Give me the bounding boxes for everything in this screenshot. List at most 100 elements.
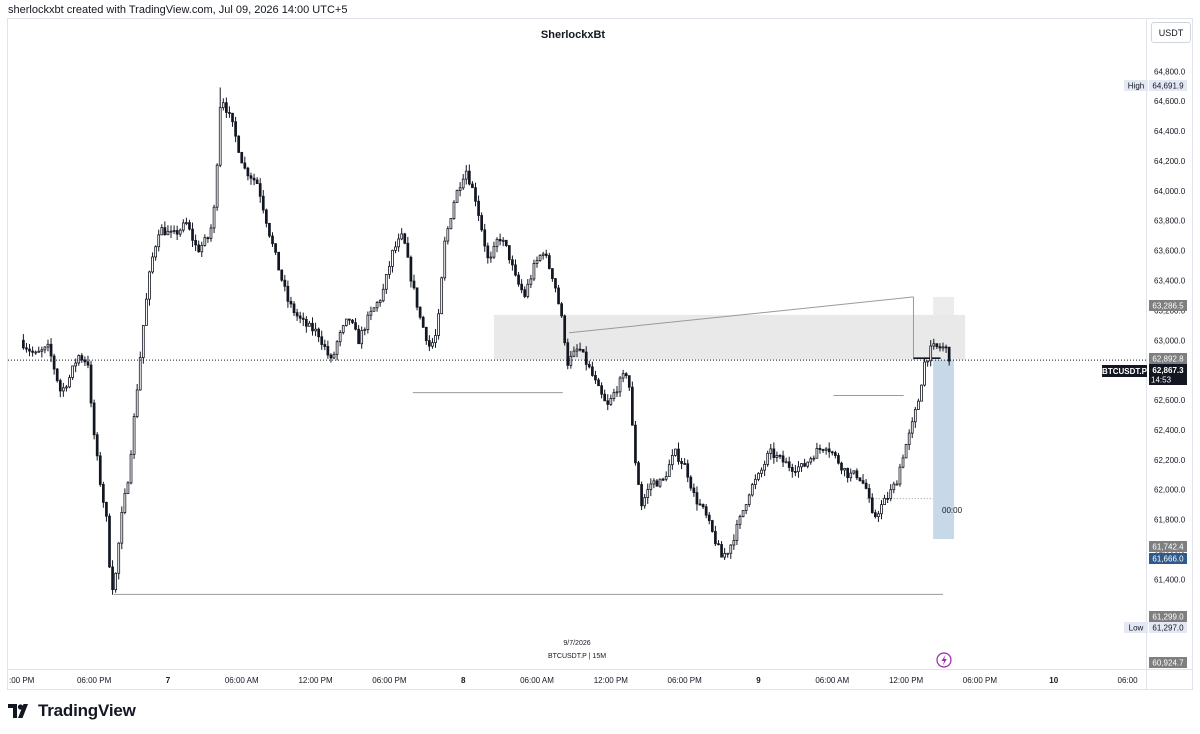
candle bbox=[258, 178, 262, 203]
candle bbox=[640, 481, 643, 511]
candle-body bbox=[89, 364, 93, 404]
candle-body bbox=[188, 222, 191, 230]
chart-title: SherlockxBt bbox=[540, 29, 606, 41]
candle bbox=[495, 237, 499, 253]
candle bbox=[723, 547, 726, 561]
candle-body bbox=[858, 477, 862, 482]
candle bbox=[634, 421, 637, 466]
candle bbox=[840, 461, 843, 475]
candle bbox=[741, 510, 745, 518]
tradingview-logo-icon bbox=[8, 704, 28, 718]
tradingview-logo[interactable]: TradingView bbox=[8, 701, 136, 721]
candle bbox=[895, 480, 899, 486]
candle bbox=[40, 346, 44, 358]
zone-0 bbox=[493, 314, 966, 360]
candle-body bbox=[686, 463, 690, 478]
candle-body bbox=[781, 455, 785, 463]
candle bbox=[234, 116, 237, 143]
candle-body bbox=[747, 494, 751, 505]
candle bbox=[474, 182, 477, 207]
candle-body bbox=[932, 343, 936, 347]
candle-body bbox=[400, 233, 404, 240]
candle bbox=[403, 232, 407, 245]
candle bbox=[923, 357, 926, 387]
candle-body bbox=[28, 348, 31, 352]
candle-body bbox=[750, 484, 754, 496]
price-tick-label: 64,000.0 bbox=[1154, 187, 1186, 196]
candle bbox=[344, 318, 348, 327]
candle-body bbox=[809, 458, 813, 463]
level-4-value: 61,666.0 bbox=[1152, 555, 1184, 564]
candle-body bbox=[787, 461, 791, 468]
candle bbox=[670, 449, 674, 470]
candle bbox=[760, 467, 763, 478]
time-tick-label: :00 PM bbox=[9, 676, 35, 685]
candle bbox=[806, 461, 810, 469]
candle bbox=[52, 353, 56, 375]
drawn-line-3 bbox=[568, 296, 914, 334]
candle bbox=[821, 448, 825, 453]
candle bbox=[200, 241, 204, 257]
lightning-bolt-icon[interactable] bbox=[936, 652, 952, 668]
candle bbox=[348, 318, 351, 325]
candle-body bbox=[206, 237, 210, 240]
candle bbox=[418, 306, 422, 320]
candle bbox=[707, 512, 711, 525]
candle bbox=[538, 254, 542, 262]
candle-body bbox=[631, 386, 634, 426]
candle bbox=[701, 503, 705, 510]
candle bbox=[631, 381, 634, 426]
candle bbox=[674, 448, 677, 457]
candle bbox=[683, 458, 687, 465]
time-tick-label: 12:00 PM bbox=[298, 676, 333, 685]
candle bbox=[449, 218, 453, 230]
candle-body bbox=[818, 447, 822, 450]
candle bbox=[754, 474, 757, 490]
candle-body bbox=[443, 240, 447, 279]
time-tick-label: 9 bbox=[756, 676, 761, 685]
candle-body bbox=[369, 310, 373, 316]
candle-body bbox=[830, 451, 834, 454]
candle-body bbox=[62, 387, 65, 392]
candle bbox=[132, 413, 136, 459]
candle bbox=[181, 219, 185, 233]
candle-body bbox=[145, 298, 148, 326]
candle-body bbox=[766, 452, 770, 465]
candle-body bbox=[120, 511, 124, 544]
candle bbox=[797, 461, 800, 478]
candle-body bbox=[308, 322, 311, 327]
candle-body bbox=[455, 190, 459, 203]
candle-body bbox=[591, 366, 594, 376]
candle bbox=[901, 454, 905, 469]
candle-body bbox=[649, 483, 653, 490]
candle bbox=[92, 399, 96, 440]
candle bbox=[381, 283, 385, 303]
candle bbox=[517, 271, 520, 287]
candle bbox=[603, 389, 607, 402]
candle-body bbox=[101, 484, 105, 503]
currency-button[interactable]: USDT bbox=[1151, 22, 1191, 43]
candle-body bbox=[883, 497, 886, 506]
candle bbox=[526, 279, 530, 299]
candle-body bbox=[231, 112, 234, 123]
candle-body bbox=[735, 523, 739, 541]
candle bbox=[710, 519, 714, 533]
candle-body bbox=[797, 466, 800, 473]
candle bbox=[704, 503, 708, 519]
candle bbox=[424, 326, 428, 345]
candle-body bbox=[640, 484, 643, 507]
candle bbox=[388, 261, 391, 279]
candle-body bbox=[289, 300, 293, 305]
candle-body bbox=[643, 497, 647, 507]
candle bbox=[535, 256, 539, 268]
candle-body bbox=[126, 482, 130, 494]
candle-body bbox=[338, 331, 342, 343]
candle-body bbox=[200, 245, 204, 253]
candle bbox=[431, 337, 434, 349]
price-axis[interactable]: 61,400.061,600.061,800.062,000.062,200.0… bbox=[1154, 67, 1186, 584]
time-axis[interactable]: :00 PM 06:00 PM 7 06:00 AM 12:00 PM 06:00 PM 8… bbox=[9, 676, 1138, 685]
candle bbox=[197, 240, 201, 253]
candle bbox=[597, 377, 600, 387]
candle bbox=[784, 457, 788, 464]
